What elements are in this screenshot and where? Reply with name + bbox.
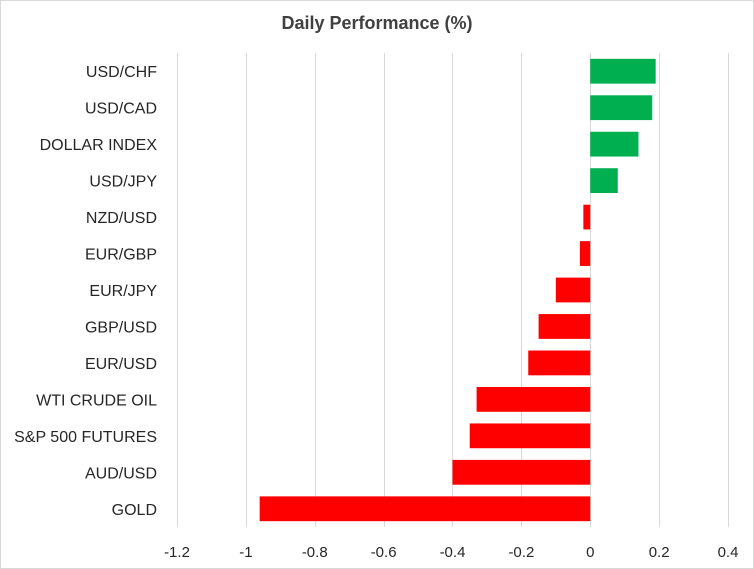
bar-eur-jpy xyxy=(555,277,591,303)
bar-eur-gbp xyxy=(579,241,591,266)
bar-aud-usd xyxy=(452,459,591,485)
category-label-gbp-usd: GBP/USD xyxy=(85,319,157,336)
x-tick-label-1: -1 xyxy=(239,544,252,561)
chart-title: Daily Performance (%) xyxy=(281,13,473,33)
bar-gbp-usd xyxy=(538,314,591,339)
category-label-aud-usd: AUD/USD xyxy=(85,465,157,482)
x-tick-label-5: -0.2 xyxy=(508,544,534,561)
bar-gold xyxy=(259,496,591,522)
category-label-usd-chf: USD/CHF xyxy=(86,64,157,81)
bar-wti-crude-oil xyxy=(476,386,591,412)
category-label-usd-jpy: USD/JPY xyxy=(89,174,157,191)
category-label-wti-crude-oil: WTI CRUDE OIL xyxy=(36,392,157,409)
x-tick-label-6: 0 xyxy=(586,544,594,561)
bar-eur-usd xyxy=(528,350,591,376)
bar-usd-jpy xyxy=(590,168,618,194)
category-label-eur-gbp: EUR/GBP xyxy=(85,247,157,264)
bar-usd-chf xyxy=(590,58,656,84)
category-label-eur-jpy: EUR/JPY xyxy=(89,283,157,300)
category-label-nzd-usd: NZD/USD xyxy=(86,210,157,227)
bar-usd-cad xyxy=(590,95,653,121)
x-tick-label-3: -0.6 xyxy=(371,544,397,561)
bar-s-p-500-futures xyxy=(469,423,591,449)
x-tick-label-8: 0.4 xyxy=(718,544,739,561)
x-tick-label-0: -1.2 xyxy=(164,544,190,561)
x-tick-label-7: 0.2 xyxy=(649,544,670,561)
category-label-gold: GOLD xyxy=(112,502,157,519)
x-tick-labels: -1.2 -1 -0.8 -0.6 -0.4 -0.2 0 0.2 0.4 xyxy=(164,544,738,561)
category-label-s-p-500-futures: S&P 500 FUTURES xyxy=(14,429,157,446)
category-label-dollar-index: DOLLAR INDEX xyxy=(40,137,158,154)
category-labels: USD/CHF USD/CAD DOLLAR INDEX USD/JPY NZD/USD… xyxy=(14,64,157,519)
category-label-eur-usd: EUR/USD xyxy=(85,356,157,373)
bar-nzd-usd xyxy=(583,204,591,230)
category-label-usd-cad: USD/CAD xyxy=(85,101,157,118)
bar-dollar-index xyxy=(590,131,639,157)
x-tick-label-2: -0.8 xyxy=(302,544,328,561)
grid-layer xyxy=(177,53,729,527)
x-tick-label-4: -0.4 xyxy=(440,544,466,561)
bar-layer xyxy=(259,58,656,522)
